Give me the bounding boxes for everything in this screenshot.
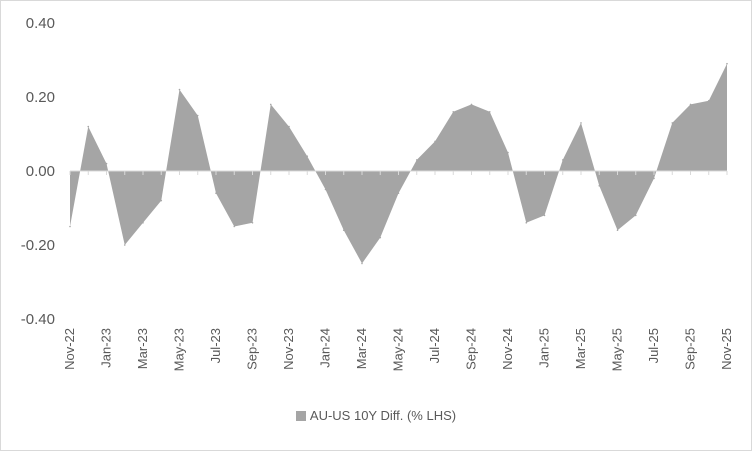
data-point bbox=[69, 225, 71, 228]
x-tick-label: Mar-23 bbox=[135, 328, 150, 369]
y-tick-label: -0.40 bbox=[21, 311, 55, 328]
legend-swatch bbox=[295, 410, 306, 421]
x-tick-label: Mar-24 bbox=[354, 328, 369, 369]
data-point bbox=[598, 185, 601, 187]
series-area bbox=[70, 63, 727, 264]
data-point bbox=[361, 262, 363, 265]
data-point bbox=[452, 111, 455, 113]
data-point bbox=[543, 214, 546, 217]
data-point bbox=[634, 214, 637, 217]
data-point bbox=[306, 155, 309, 157]
data-point bbox=[251, 222, 254, 224]
data-point bbox=[142, 222, 144, 224]
data-point bbox=[342, 229, 345, 231]
data-point bbox=[178, 88, 181, 91]
y-tick-label: 0.20 bbox=[26, 89, 55, 106]
data-point bbox=[580, 122, 582, 124]
x-tick-label: Nov-25 bbox=[719, 328, 734, 370]
data-point bbox=[689, 103, 692, 106]
data-point bbox=[288, 125, 290, 128]
data-point bbox=[525, 222, 528, 224]
x-tick-label: May-25 bbox=[610, 328, 625, 371]
data-point bbox=[561, 159, 564, 161]
x-tick-label: Jan-24 bbox=[318, 328, 333, 368]
x-tick-label: Sep-25 bbox=[683, 328, 698, 370]
x-tick-label: Mar-25 bbox=[573, 328, 588, 369]
data-point bbox=[671, 122, 674, 124]
data-point bbox=[470, 103, 473, 106]
y-tick-label: 0.00 bbox=[26, 163, 55, 180]
x-tick-label: Jul-23 bbox=[208, 328, 223, 363]
x-tick-label: Nov-24 bbox=[500, 328, 515, 370]
data-point bbox=[707, 99, 710, 102]
x-tick-label: Jul-24 bbox=[427, 328, 442, 363]
legend: AU-US 10Y Diff. (% LHS) bbox=[0, 408, 752, 423]
legend-label: AU-US 10Y Diff. (% LHS) bbox=[309, 408, 457, 423]
y-tick-label: -0.20 bbox=[21, 237, 55, 254]
x-tick-label: May-24 bbox=[391, 328, 406, 371]
x-tick-label: Sep-23 bbox=[245, 328, 260, 370]
data-point bbox=[160, 199, 163, 202]
data-point bbox=[87, 125, 90, 128]
x-tick-label: Sep-24 bbox=[464, 328, 479, 370]
data-point bbox=[215, 192, 217, 194]
data-point bbox=[233, 225, 236, 228]
data-point bbox=[269, 103, 272, 106]
x-tick-label: Jul-25 bbox=[646, 328, 661, 363]
data-point bbox=[397, 192, 400, 194]
data-point bbox=[123, 244, 126, 246]
data-point bbox=[507, 151, 509, 154]
data-point bbox=[196, 114, 199, 117]
data-point bbox=[379, 236, 382, 239]
data-point bbox=[616, 229, 619, 231]
data-point bbox=[105, 162, 108, 165]
y-tick-label: 0.40 bbox=[26, 15, 55, 32]
x-tick-label: Nov-22 bbox=[62, 328, 77, 370]
data-point bbox=[415, 159, 418, 161]
x-tick-label: Jan-25 bbox=[537, 328, 552, 368]
x-tick-label: May-23 bbox=[172, 328, 187, 371]
data-point bbox=[726, 62, 728, 65]
x-tick-label: Jan-23 bbox=[99, 328, 114, 368]
data-point bbox=[653, 177, 655, 180]
data-point bbox=[434, 140, 436, 143]
x-tick-label: Nov-23 bbox=[281, 328, 296, 370]
data-point bbox=[488, 111, 491, 113]
data-point bbox=[324, 188, 327, 191]
